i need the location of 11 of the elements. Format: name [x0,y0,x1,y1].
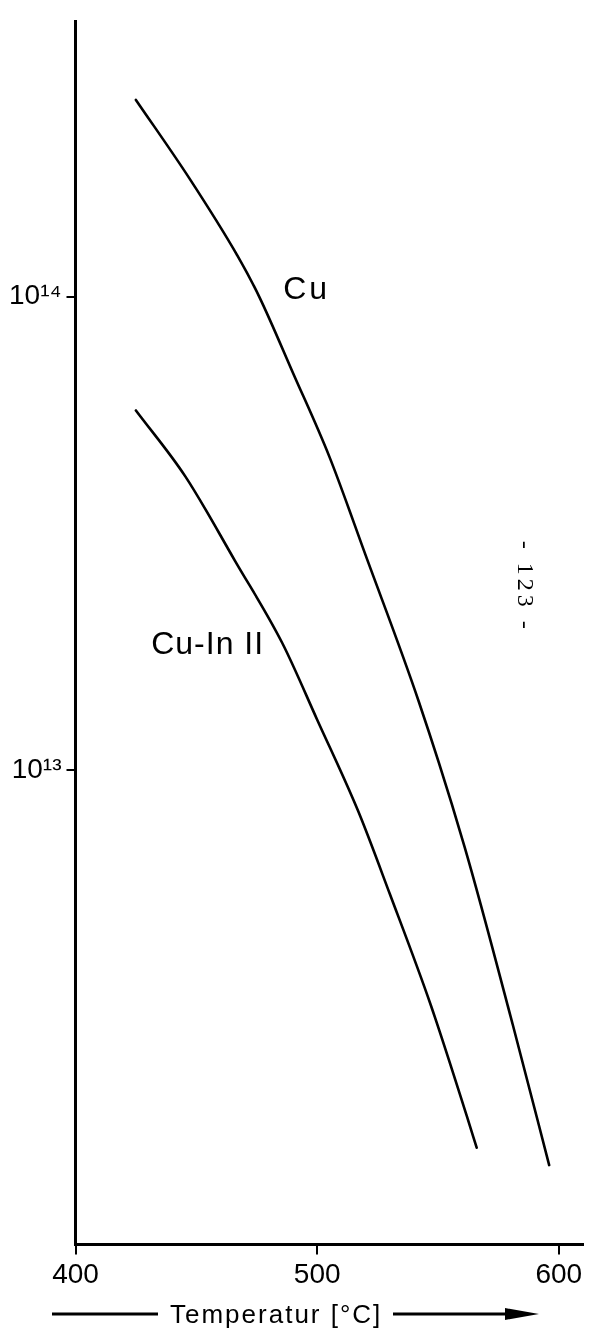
series-label: Cu [283,270,331,307]
line-series [134,409,478,1149]
line-series [134,98,551,1167]
x-axis-title: Temperatur [°C] [170,1299,383,1329]
x-tick-label: 500 [293,1257,341,1289]
annotation: - 123 - [513,540,540,633]
y-tick-label: 10¹⁴ [9,279,62,311]
x-tick-label: 400 [52,1257,99,1289]
series-label: Cu-In II [151,624,265,661]
x-tick-label: 600 [535,1257,583,1289]
y-tick-label: 10¹³ [11,753,62,785]
